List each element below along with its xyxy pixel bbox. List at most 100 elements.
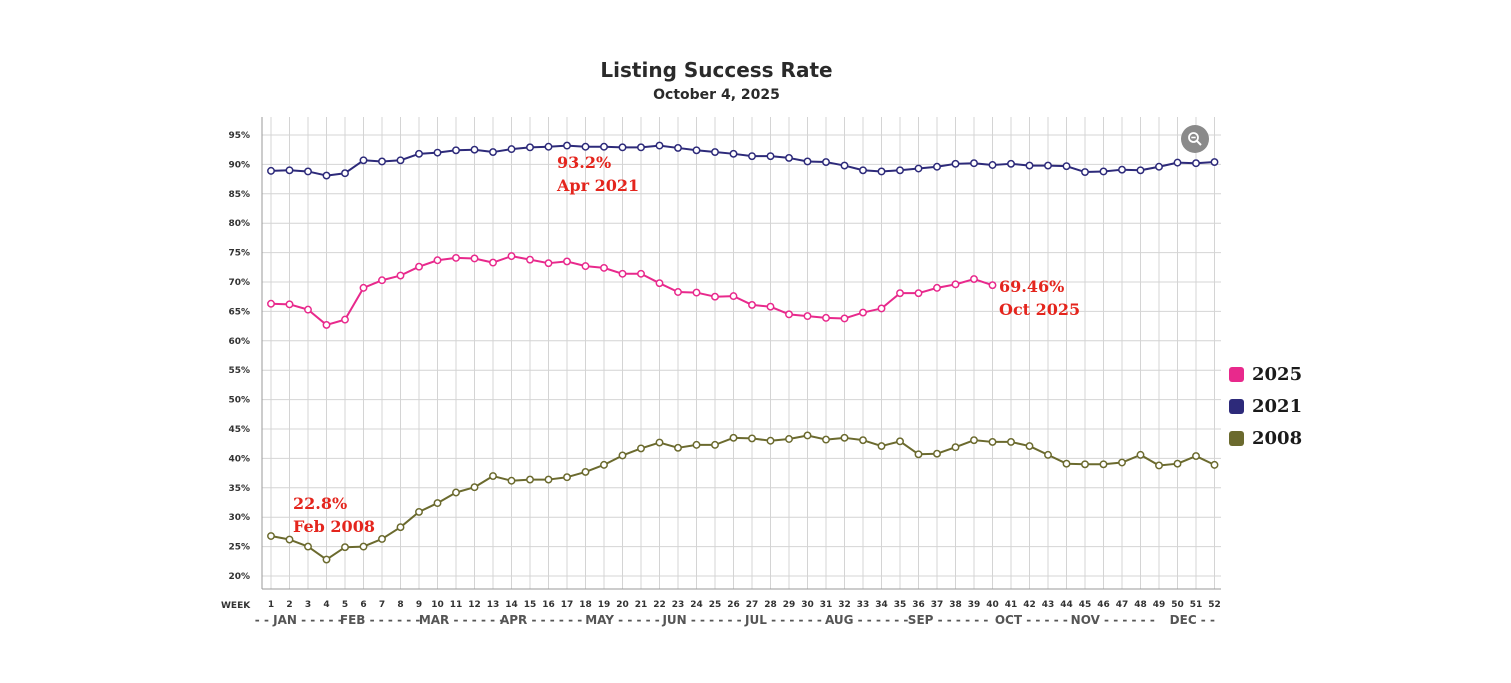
- series: [267, 141, 1219, 564]
- data-point-2008: [544, 475, 553, 484]
- data-point-2025: [304, 305, 312, 314]
- data-point-2021: [1118, 165, 1126, 174]
- data-point-2021: [563, 141, 571, 150]
- month-label: OCT - - - - -: [995, 613, 1068, 627]
- month-label: - - JAN - - - - -: [255, 613, 343, 627]
- data-point-2008: [1118, 458, 1126, 467]
- y-tick-label: 35%: [228, 484, 250, 494]
- data-point-2021: [988, 161, 997, 169]
- data-point-2025: [415, 262, 423, 271]
- y-tick-label: 20%: [228, 572, 250, 582]
- legend-label-2021: 2021: [1252, 395, 1303, 417]
- data-point-2025: [692, 288, 701, 297]
- data-point-2025: [322, 320, 331, 329]
- data-point-2025: [581, 262, 590, 271]
- data-point-2008: [933, 449, 941, 458]
- data-point-2021: [581, 142, 590, 151]
- y-tick-label: 45%: [228, 425, 250, 435]
- data-point-2021: [1173, 158, 1182, 167]
- data-point-2008: [674, 443, 682, 452]
- y-axis: 20% 25% 30% 35% 40% 45% 50% 55% 60% 65% 70% 75% 80% 8…: [228, 131, 250, 582]
- data-point-2008: [970, 436, 978, 445]
- x-tick-label: 32: [838, 600, 851, 610]
- series-line-2008: [270, 434, 1215, 561]
- y-tick-label: 75%: [228, 249, 250, 259]
- data-point-2008: [822, 435, 830, 444]
- data-point-2008: [711, 440, 719, 449]
- y-tick-label: 95%: [228, 131, 250, 141]
- x-tick-label: 29: [783, 600, 796, 610]
- data-point-2008: [1099, 460, 1108, 469]
- data-point-2025: [933, 283, 941, 292]
- x-axis: WEEK 1 2 3 4 5 6 7 8 9 10 11 12 13 14 15 16 17 18 19 20 21 22…: [221, 600, 1221, 627]
- y-tick-label: 85%: [228, 190, 250, 200]
- data-point-2025: [803, 312, 812, 321]
- data-point-2025: [618, 269, 627, 278]
- y-tick-label: 70%: [228, 278, 250, 288]
- data-point-2025: [785, 310, 793, 319]
- data-point-2025: [267, 299, 275, 308]
- y-tick-label: 50%: [228, 396, 250, 406]
- data-point-2025: [840, 314, 849, 323]
- data-point-2008: [877, 442, 886, 451]
- x-tick-label: 14: [505, 600, 518, 610]
- x-tick-label: 49: [1153, 600, 1166, 610]
- data-point-2008: [951, 443, 960, 452]
- month-label: MAY - - - - -: [585, 613, 660, 627]
- data-point-2025: [655, 279, 664, 288]
- legend-label-2025: 2025: [1252, 363, 1303, 385]
- data-point-2021: [803, 157, 812, 166]
- x-tick-label: 3: [305, 600, 311, 610]
- data-point-2008: [285, 535, 294, 544]
- series-line-2025: [270, 255, 993, 326]
- y-tick-label: 55%: [228, 366, 250, 376]
- x-tick-label: 23: [672, 600, 685, 610]
- data-point-2021: [285, 166, 294, 175]
- data-point-2021: [433, 148, 442, 157]
- data-point-2021: [1192, 159, 1200, 168]
- data-point-2008: [1081, 460, 1089, 469]
- month-label: APR - - - - - -: [500, 613, 582, 627]
- data-point-2008: [433, 499, 442, 508]
- data-point-2025: [544, 259, 553, 268]
- data-point-2021: [729, 149, 738, 158]
- y-tick-label: 65%: [228, 307, 250, 317]
- data-point-2008: [452, 488, 460, 497]
- legend-swatch-2008: [1229, 430, 1244, 446]
- data-point-2025: [896, 289, 904, 298]
- data-point-2021: [378, 157, 386, 166]
- data-point-2008: [470, 483, 479, 492]
- grid: [261, 117, 1221, 590]
- data-point-2021: [748, 152, 756, 161]
- annotation-2021-date: Apr 2021: [556, 176, 639, 195]
- chart-title: Listing Success Rate: [600, 58, 833, 82]
- x-tick-label: 5: [342, 600, 348, 610]
- data-point-2021: [933, 162, 941, 171]
- data-point-2025: [526, 255, 534, 264]
- data-point-2021: [396, 156, 405, 165]
- data-point-2021: [489, 148, 497, 157]
- data-point-2008: [600, 460, 608, 469]
- data-point-2021: [914, 164, 923, 173]
- legend-label-2008: 2008: [1252, 427, 1303, 449]
- data-point-2025: [822, 313, 830, 322]
- data-point-2008: [304, 542, 312, 551]
- zoom-button[interactable]: [1181, 125, 1209, 153]
- data-point-2021: [544, 142, 553, 151]
- data-point-2008: [563, 473, 571, 482]
- data-point-2021: [415, 149, 423, 158]
- data-point-2021: [859, 166, 867, 175]
- data-point-2008: [526, 475, 534, 484]
- data-point-2021: [655, 141, 664, 150]
- data-point-2025: [729, 292, 738, 301]
- data-point-2008: [618, 451, 627, 460]
- x-tick-label: 9: [416, 600, 422, 610]
- data-point-2008: [1025, 442, 1034, 451]
- x-tick-label: 8: [397, 600, 403, 610]
- data-point-2008: [637, 444, 645, 453]
- x-tick-label: 25: [709, 600, 722, 610]
- data-point-2008: [507, 476, 516, 485]
- x-tick-label: 11: [450, 600, 463, 610]
- x-tick-label: 52: [1208, 600, 1221, 610]
